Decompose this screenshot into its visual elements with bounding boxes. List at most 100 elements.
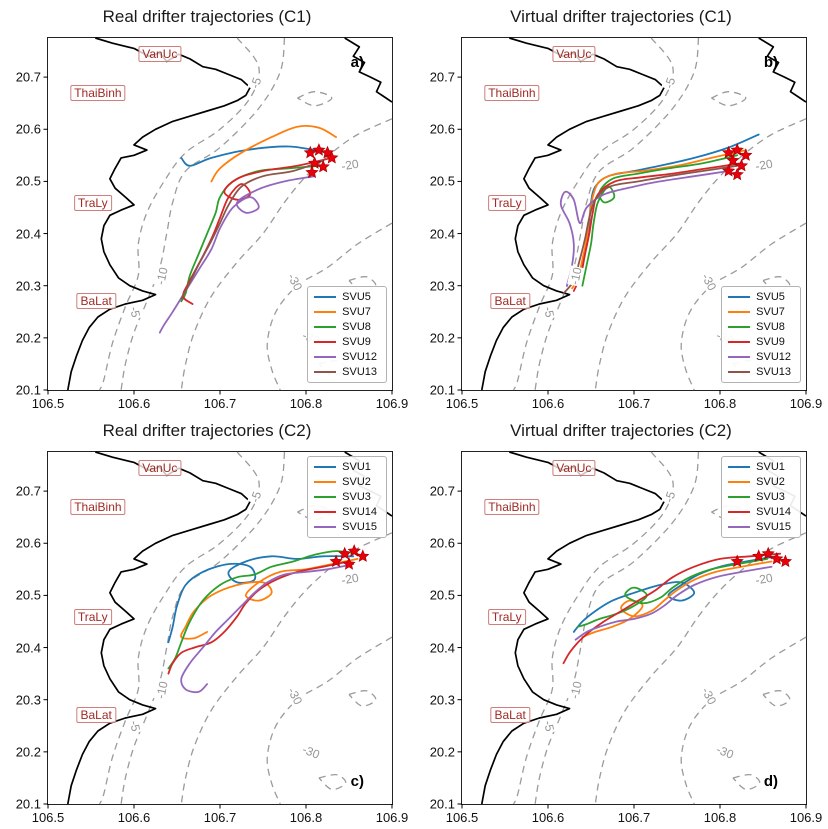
- release-star: [778, 554, 793, 568]
- y-tick-label: 20.5: [429, 587, 455, 603]
- trajectory-SVU1: [167, 555, 355, 644]
- panel-b-title: Virtual drifter trajectories (C1): [510, 7, 732, 26]
- panel-d-title: Virtual drifter trajectories (C2): [510, 421, 732, 440]
- contour-label: -5: [126, 718, 144, 734]
- legend: SVU5 SVU7 SVU8 SVU9 SVU12 SVU13: [307, 286, 387, 383]
- trajectory-SVU3: [577, 558, 769, 628]
- legend-item-SVU9: SVU9: [314, 335, 377, 349]
- release-star: [312, 143, 326, 156]
- legend-item-SVU7: SVU7: [314, 305, 377, 319]
- x-tick-label: 106.5: [31, 810, 65, 825]
- plot-area-a: 106.5 106.6 106.7 106.8 106.9 20.1 20.2 20.3 20.…: [16, 37, 408, 411]
- release-star: [316, 159, 330, 173]
- legend-item-SVU5: SVU5: [728, 290, 791, 304]
- legend-swatch: [728, 526, 751, 528]
- contour-label: -20: [753, 570, 775, 588]
- legend-label: SVU15: [756, 521, 791, 533]
- x-tick-label: 106.6: [531, 810, 565, 825]
- y-tick-label: 20.5: [15, 173, 41, 189]
- legend-label: SVU12: [756, 351, 791, 363]
- bathymetry-contour--30: [680, 222, 807, 391]
- bathymetry-contour--20: [180, 118, 393, 391]
- legend-label: SVU14: [756, 506, 791, 518]
- place-label-thaibinh: ThaiBinh: [484, 84, 540, 101]
- release-star: [347, 544, 361, 557]
- bathymetry-contour-loop: [711, 91, 747, 107]
- panel-a-title: Real drifter trajectories (C1): [102, 7, 312, 26]
- y-tick-label: 20.1: [15, 382, 41, 398]
- x-tick-label: 106.8: [703, 396, 737, 411]
- legend-swatch: [728, 481, 751, 483]
- x-tick-label: 106.6: [531, 396, 565, 411]
- y-tick-label: 20.2: [429, 330, 455, 346]
- y-tick-label: 20.6: [429, 535, 455, 551]
- panel-letter: a): [350, 54, 364, 71]
- bathymetry-contour-loop: [732, 774, 761, 791]
- legend-swatch: [728, 311, 751, 313]
- release-star: [325, 150, 339, 164]
- release-star: [730, 143, 744, 156]
- trajectory-SVU12: [559, 170, 730, 287]
- place-label-balat: BaLat: [490, 293, 530, 310]
- y-tick-label: 20.5: [15, 587, 41, 603]
- place-label-thaibinh: ThaiBinh: [70, 84, 126, 101]
- y-tick-label: 20.7: [15, 483, 41, 499]
- coastline-0: [66, 37, 251, 391]
- legend-swatch: [314, 481, 337, 483]
- x-tick-label: 106.8: [289, 810, 323, 825]
- trajectory-SVU2: [180, 558, 359, 640]
- legend-item-SVU13: SVU13: [728, 365, 791, 379]
- y-tick-label: 20.1: [429, 796, 455, 812]
- bathymetry-contour--5: [98, 37, 260, 391]
- y-tick-label: 20.2: [429, 744, 455, 760]
- place-label-vanuc: VanUc: [552, 45, 596, 62]
- place-label-vanuc: VanUc: [138, 459, 182, 476]
- legend-label: SVU12: [342, 351, 377, 363]
- y-tick-label: 20.2: [15, 744, 41, 760]
- bathymetry-contour--30: [680, 636, 807, 805]
- panel-c: Real drifter trajectories (C2) 106.5 106.…: [0, 414, 414, 829]
- place-label-balat: BaLat: [490, 707, 530, 724]
- legend-item-SVU1: SVU1: [728, 460, 791, 474]
- release-star: [726, 153, 740, 167]
- coastline-0: [66, 451, 251, 805]
- x-tick-label: 106.6: [117, 810, 151, 825]
- legend-swatch: [728, 466, 751, 468]
- y-tick-label: 20.7: [15, 69, 41, 85]
- legend-swatch: [728, 496, 751, 498]
- y-tick-label: 20.1: [15, 796, 41, 812]
- panel-letter: d): [763, 773, 778, 790]
- legend-item-SVU5: SVU5: [314, 290, 377, 304]
- coastline-0: [480, 37, 665, 391]
- y-tick-label: 20.4: [15, 640, 41, 656]
- map-canvas: [43, 451, 393, 809]
- legend-label: SVU13: [342, 366, 377, 378]
- legend-swatch: [314, 311, 337, 313]
- bathymetry-contour--10: [120, 37, 286, 391]
- legend-label: SVU7: [342, 306, 371, 318]
- x-tick-label: 106.9: [375, 396, 409, 411]
- legend-item-SVU9: SVU9: [728, 335, 791, 349]
- legend-swatch: [728, 511, 751, 513]
- legend-swatch: [314, 526, 337, 528]
- legend-item-SVU3: SVU3: [314, 490, 377, 504]
- legend-label: SVU2: [342, 476, 371, 488]
- trajectory-SVU8: [581, 154, 739, 287]
- contour-label: -20: [753, 156, 775, 174]
- legend-item-SVU7: SVU7: [728, 305, 791, 319]
- x-tick-label: 106.7: [203, 396, 237, 411]
- place-label-traly: TraLy: [73, 609, 112, 626]
- bathymetry-contour--10: [534, 37, 700, 391]
- y-tick-label: 20.6: [429, 121, 455, 137]
- legend-label: SVU8: [342, 321, 371, 333]
- place-label-thaibinh: ThaiBinh: [484, 498, 540, 515]
- legend-label: SVU5: [342, 291, 371, 303]
- contour-label: -20: [339, 570, 361, 588]
- y-tick-label: 20.3: [429, 278, 455, 294]
- y-tick-label: 20.4: [15, 226, 41, 242]
- y-tick-label: 20.1: [429, 382, 455, 398]
- place-label-balat: BaLat: [76, 293, 116, 310]
- y-tick-label: 20.7: [429, 69, 455, 85]
- legend-item-SVU12: SVU12: [314, 350, 377, 364]
- y-tick-label: 20.5: [429, 173, 455, 189]
